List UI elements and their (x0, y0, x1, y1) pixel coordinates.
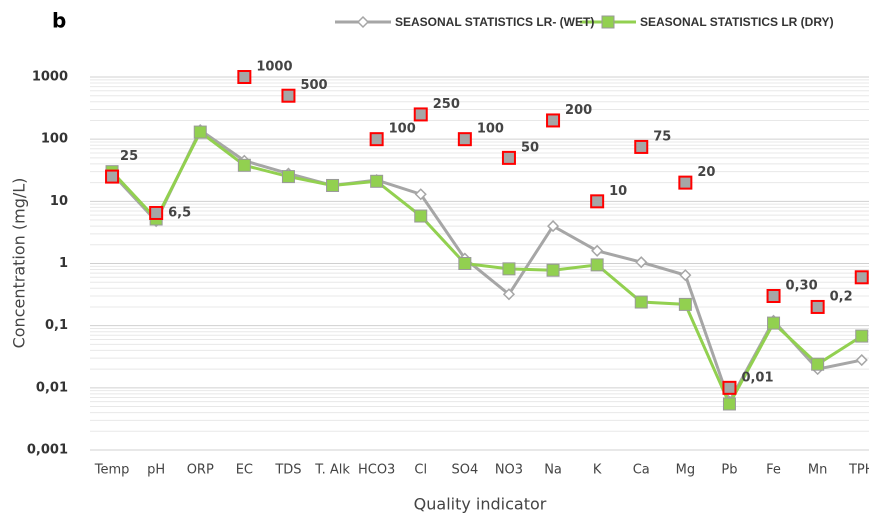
series-line (110, 129, 863, 408)
marker (635, 256, 648, 269)
x-tick-label: Temp (94, 463, 130, 478)
legend-marker (356, 15, 370, 29)
marker (767, 316, 781, 330)
x-tick-label: Mg (676, 463, 695, 478)
marker (678, 297, 692, 311)
y-tick-label: 0,001 (27, 443, 68, 458)
marker (811, 357, 825, 371)
marker (502, 262, 516, 276)
value-label: 25 (120, 149, 138, 164)
value-label: 10 (609, 184, 627, 199)
marker (458, 257, 472, 270)
x-tick-label: Pb (721, 463, 737, 478)
standard-marker (810, 299, 825, 314)
value-label: 500 (300, 78, 327, 93)
y-tick-label: 100 (41, 132, 68, 147)
standard-marker (457, 132, 472, 147)
standard-marker (766, 289, 781, 304)
standard-marker (546, 113, 561, 128)
y-tick-label: 0,1 (45, 318, 68, 333)
marker (414, 188, 427, 201)
standard-marker (634, 139, 649, 154)
x-tick-label: ORP (187, 463, 214, 478)
standard-marker (149, 205, 164, 220)
standard-marker (722, 380, 737, 395)
value-label: 1000 (256, 60, 292, 75)
x-tick-label: K (593, 463, 602, 478)
value-label: 0,01 (741, 370, 773, 385)
marker (237, 158, 251, 172)
x-tick-label: TDS (274, 463, 301, 478)
marker (546, 220, 560, 233)
x-tick-label: T. Alk (314, 463, 350, 478)
marker (326, 178, 340, 192)
x-tick-label: Na (544, 463, 562, 478)
x-tick-label: Mn (808, 463, 827, 478)
x-tick-label: NO3 (495, 463, 523, 478)
value-label: 100 (389, 122, 416, 137)
legend-label: SEASONAL STATISTICS LR- (WET) (395, 15, 595, 29)
x-axis-label: Quality indicator (414, 495, 547, 514)
marker (855, 329, 869, 343)
standard-marker (678, 175, 693, 190)
marker (590, 258, 604, 272)
x-tick-label: Fe (766, 463, 781, 478)
marker (546, 263, 560, 277)
x-tick-label: TPH (848, 463, 869, 478)
standard-marker (590, 194, 605, 209)
y-tick-label: 1000 (32, 70, 68, 85)
value-label: 75 (653, 129, 671, 144)
marker (502, 288, 516, 301)
legend-marker (601, 15, 615, 29)
marker (634, 295, 648, 309)
value-label: 50 (521, 140, 539, 155)
value-label: 100 (477, 122, 504, 137)
standard-marker (105, 169, 120, 184)
x-tick-label: Ca (633, 463, 650, 478)
y-tick-label: 10 (50, 194, 68, 209)
standard-marker (501, 150, 516, 165)
value-label: 0,30 (786, 279, 818, 294)
value-label: 6,5 (168, 205, 191, 220)
standard-marker (237, 70, 252, 84)
standard-marker (413, 107, 428, 122)
x-tick-label: pH (147, 463, 165, 478)
y-axis-label: Concentration (mg/L) (10, 178, 29, 349)
marker (722, 397, 736, 411)
value-label: 250 (433, 97, 460, 112)
value-label: 200 (565, 103, 592, 118)
value-label: 0,2 (830, 289, 853, 304)
marker (414, 209, 428, 223)
standard-marker (854, 270, 869, 285)
standard-marker (281, 88, 296, 103)
marker (591, 244, 604, 257)
y-tick-label: 0,01 (36, 380, 68, 395)
marker (281, 170, 295, 184)
x-tick-label: Cl (414, 463, 427, 478)
marker (370, 174, 384, 188)
x-tick-label: HCO3 (358, 463, 395, 478)
x-tick-label: EC (236, 463, 253, 478)
legend-label: SEASONAL STATISTICS LR (DRY) (640, 15, 834, 29)
y-tick-label: 1 (59, 256, 68, 271)
marker (679, 269, 692, 282)
x-tick-label: SO4 (451, 463, 478, 478)
value-label: 20 (697, 165, 715, 180)
standard-marker (369, 132, 384, 147)
marker (193, 125, 207, 139)
panel-label: b (52, 9, 66, 33)
marker (855, 353, 868, 367)
